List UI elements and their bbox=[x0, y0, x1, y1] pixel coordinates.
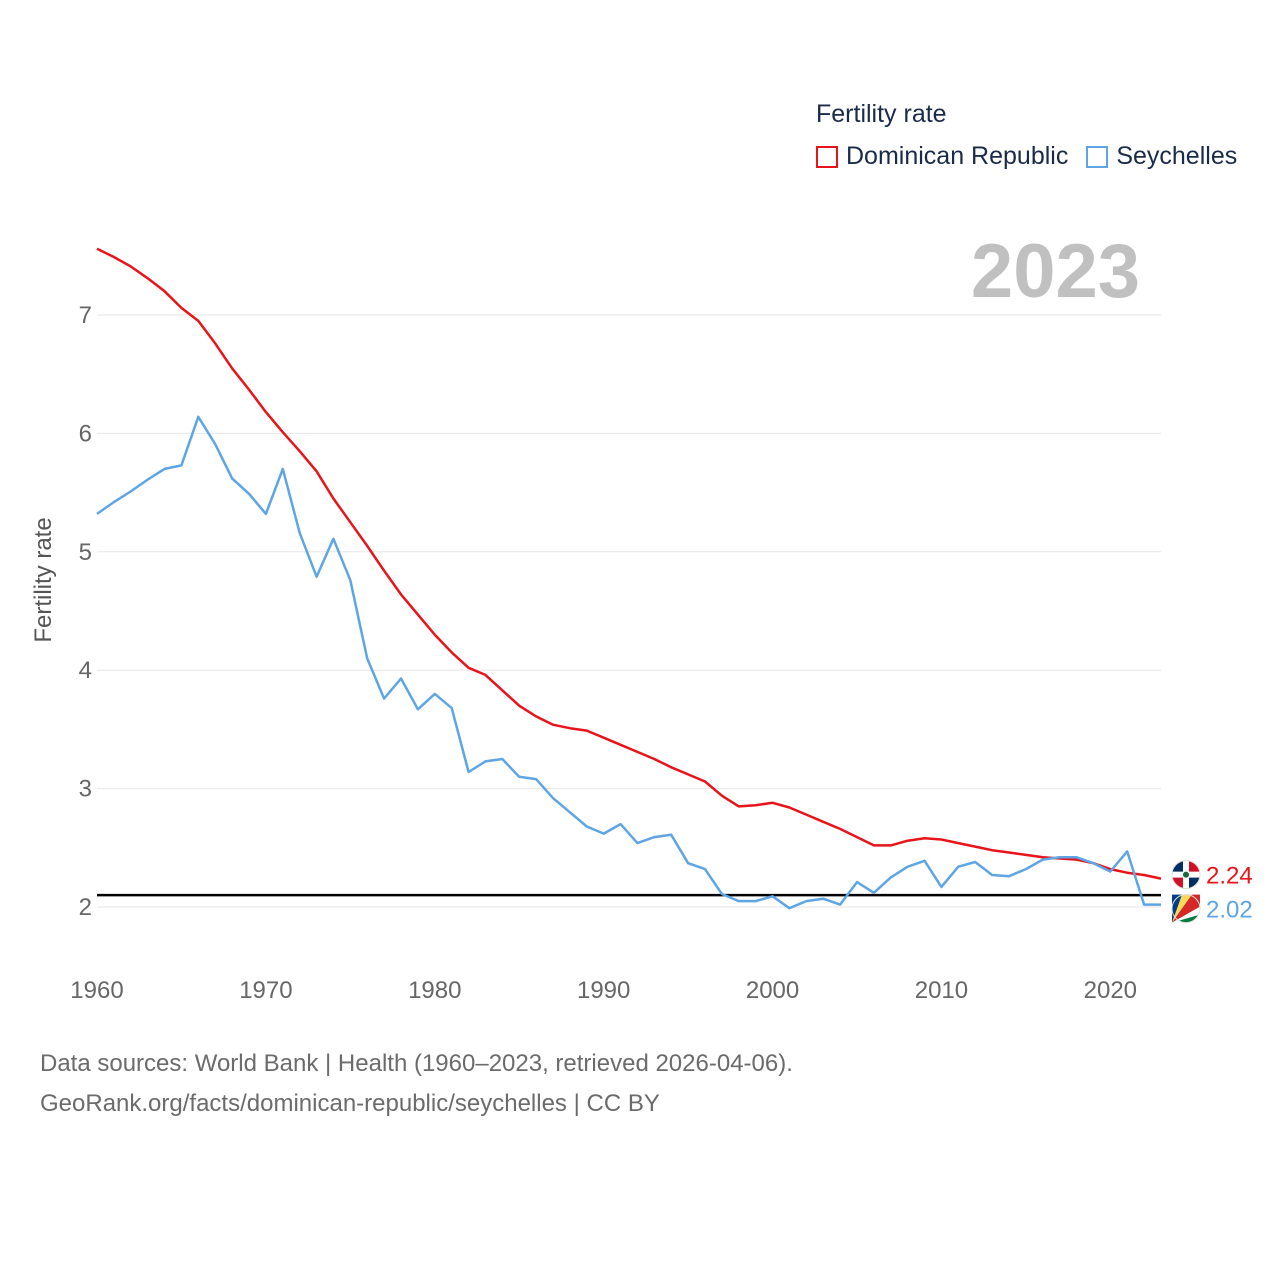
seychelles-flag-icon bbox=[1171, 894, 1201, 924]
y-axis-title: Fertility rate bbox=[30, 517, 57, 642]
source-line-1: Data sources: World Bank | Health (1960–… bbox=[40, 1050, 793, 1077]
legend: Dominican Republic Seychelles bbox=[816, 142, 1255, 171]
end-labels: 2.24 2.02 bbox=[1171, 860, 1253, 924]
y-tick-label: 4 bbox=[79, 657, 92, 684]
year-label: 2023 bbox=[970, 229, 1140, 314]
y-tick-label: 6 bbox=[79, 420, 92, 447]
end-value-label: 2.24 bbox=[1206, 863, 1253, 890]
legend-swatch-dominican-republic bbox=[816, 145, 838, 168]
gridlines bbox=[97, 314, 1161, 908]
x-tick-label: 2010 bbox=[915, 977, 968, 1004]
y-tick-label: 2 bbox=[79, 894, 92, 921]
source-line-2: GeoRank.org/facts/dominican-republic/sey… bbox=[40, 1090, 660, 1117]
x-tick-label: 2020 bbox=[1084, 977, 1137, 1004]
x-tick-label: 1990 bbox=[577, 977, 630, 1004]
x-axis-ticks: 1960 1970 1980 1990 2000 2010 2020 bbox=[70, 977, 1137, 1004]
legend-item-dominican-republic[interactable]: Dominican Republic bbox=[816, 142, 1068, 171]
legend-item-seychelles[interactable]: Seychelles bbox=[1086, 142, 1237, 171]
x-tick-label: 1960 bbox=[70, 977, 123, 1004]
end-value-label: 2.02 bbox=[1206, 897, 1253, 924]
y-axis-ticks: 2 3 4 5 6 7 bbox=[79, 302, 92, 921]
series-lines bbox=[96, 247, 1162, 910]
dominican-republic-flag-icon bbox=[1171, 860, 1201, 890]
source-note: Data sources: World Bank | Health (1960–… bbox=[40, 1044, 793, 1124]
legend-label: Dominican Republic bbox=[846, 142, 1069, 170]
y-tick-label: 7 bbox=[79, 302, 92, 329]
legend-swatch-seychelles bbox=[1086, 145, 1109, 168]
series-line-seychelles bbox=[96, 415, 1161, 910]
x-tick-label: 2000 bbox=[746, 977, 799, 1004]
x-tick-label: 1980 bbox=[408, 977, 461, 1004]
x-tick-label: 1970 bbox=[239, 977, 292, 1004]
y-tick-label: 5 bbox=[79, 539, 92, 566]
y-tick-label: 3 bbox=[79, 776, 92, 803]
series-line-dominican-republic bbox=[96, 247, 1162, 880]
legend-label: Seychelles bbox=[1116, 142, 1238, 170]
legend-title: Fertility rate bbox=[816, 100, 947, 128]
